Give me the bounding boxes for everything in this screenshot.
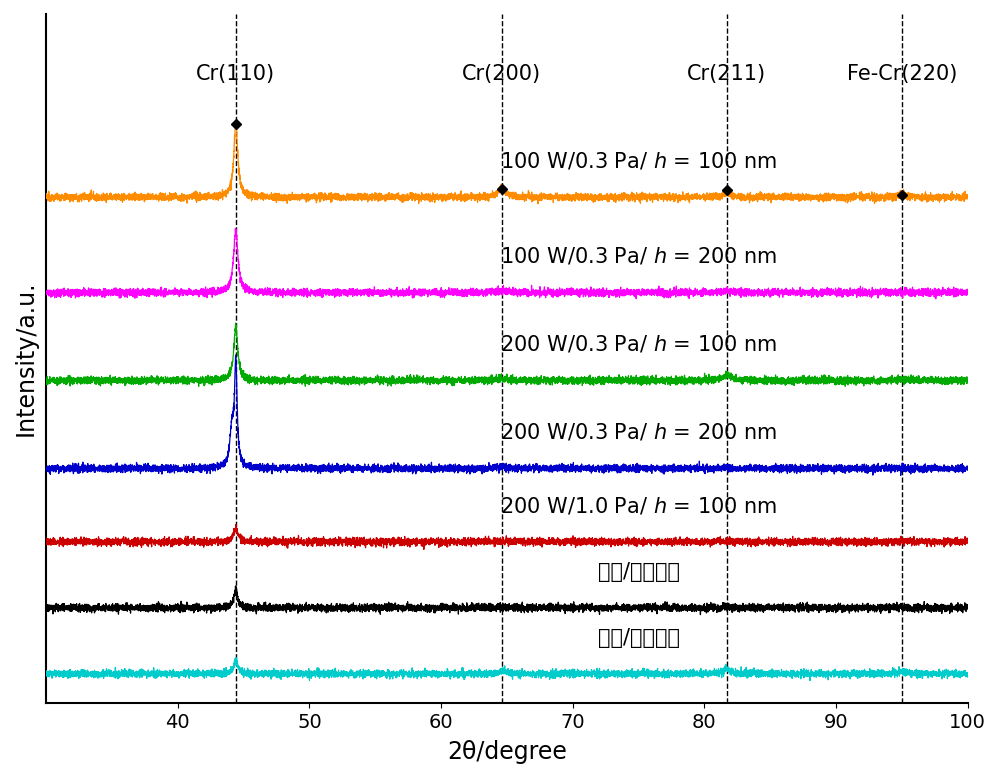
Text: 200 W/0.3 Pa/ $h$ = 100 nm: 200 W/0.3 Pa/ $h$ = 100 nm [500,334,777,355]
Text: 100 W/0.3 Pa/ $h$ = 100 nm: 100 W/0.3 Pa/ $h$ = 100 nm [500,150,777,171]
Text: 200 W/1.0 Pa/ $h$ = 100 nm: 200 W/1.0 Pa/ $h$ = 100 nm [500,495,777,516]
Text: 晶体/晶体界面: 晶体/晶体界面 [598,628,680,648]
Text: Cr(200): Cr(200) [462,64,541,83]
Text: Fe-Cr(220): Fe-Cr(220) [847,64,957,83]
Text: Cr(211): Cr(211) [687,64,766,83]
Y-axis label: Intensity/a.u.: Intensity/a.u. [14,281,38,436]
Text: 100 W/0.3 Pa/ $h$ = 200 nm: 100 W/0.3 Pa/ $h$ = 200 nm [500,246,777,267]
Text: 200 W/0.3 Pa/ $h$ = 200 nm: 200 W/0.3 Pa/ $h$ = 200 nm [500,422,777,443]
Text: Cr(110): Cr(110) [196,64,275,83]
Text: 晶体/非晶界面: 晶体/非晶界面 [598,562,680,582]
X-axis label: 2θ/degree: 2θ/degree [447,740,567,764]
